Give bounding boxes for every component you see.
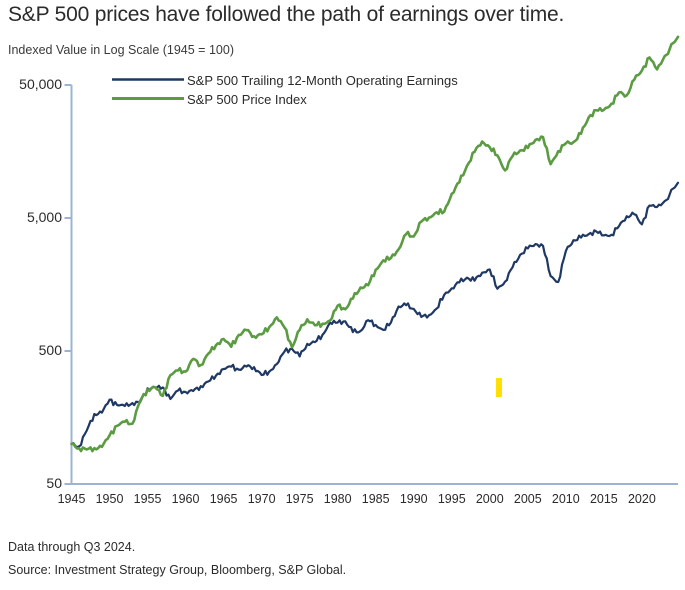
x-tick-label: 2010 xyxy=(551,492,580,506)
y-axis-subtitle: Indexed Value in Log Scale (1945 = 100) xyxy=(8,43,234,57)
x-tick-label: 1960 xyxy=(171,492,200,506)
x-tick-label: 1965 xyxy=(209,492,238,506)
x-tick-label: 1970 xyxy=(247,492,276,506)
x-tick-label: 1955 xyxy=(133,492,162,506)
x-tick-label: 2005 xyxy=(513,492,542,506)
x-tick-label: 1990 xyxy=(399,492,428,506)
x-tick-label: 1985 xyxy=(361,492,390,506)
legend-item-earnings: S&P 500 Trailing 12-Month Operating Earn… xyxy=(187,73,458,88)
x-tick-label: 1945 xyxy=(57,492,86,506)
x-tick-label: 2000 xyxy=(475,492,504,506)
x-tick-label: 1975 xyxy=(285,492,314,506)
y-tick-marks xyxy=(64,84,72,485)
page-title: S&P 500 prices have followed the path of… xyxy=(8,3,565,26)
x-tick-label: 1980 xyxy=(323,492,352,506)
y-tick-label: 5,000 xyxy=(26,209,62,225)
x-tick-label: 2020 xyxy=(627,492,656,506)
y-tick-label: 500 xyxy=(38,342,62,358)
footnote-source: Source: Investment Strategy Group, Bloom… xyxy=(8,563,347,577)
series-lines xyxy=(70,35,680,453)
yellow-highlight-mark xyxy=(496,378,502,397)
x-tick-label: 1950 xyxy=(95,492,124,506)
axis-lines xyxy=(70,85,678,485)
y-tick-label: 50,000 xyxy=(19,76,62,92)
footnote-data-through: Data through Q3 2024. xyxy=(8,540,136,554)
legend-swatches xyxy=(112,78,184,100)
x-tick-label: 1995 xyxy=(437,492,466,506)
y-tick-label: 50 xyxy=(46,475,62,491)
x-tick-label: 2015 xyxy=(589,492,618,506)
legend-item-price: S&P 500 Price Index xyxy=(187,92,307,107)
chart-plot-area xyxy=(64,35,680,485)
